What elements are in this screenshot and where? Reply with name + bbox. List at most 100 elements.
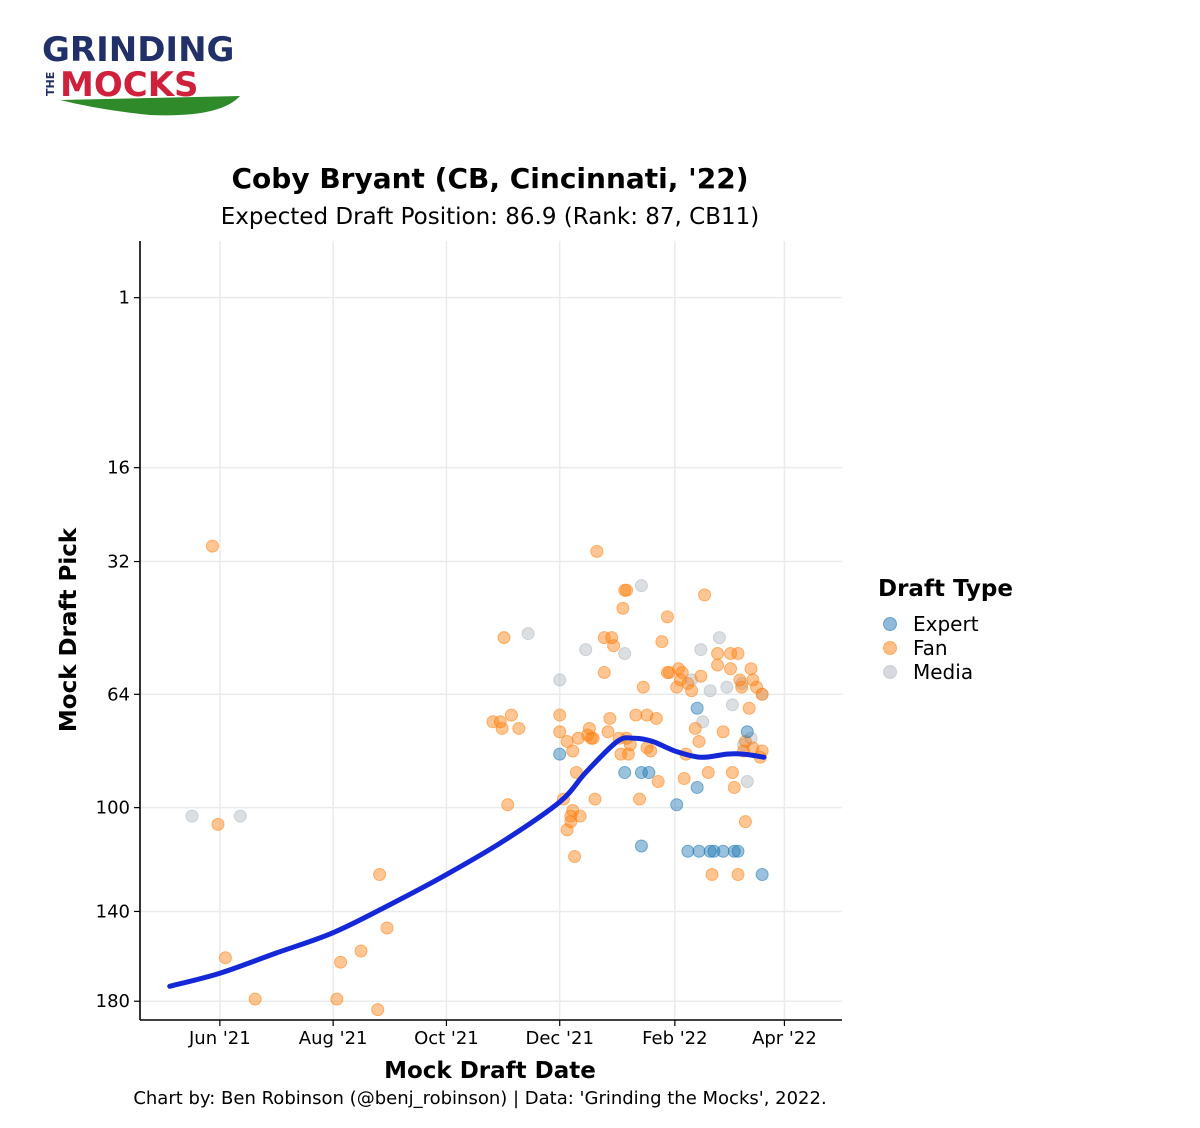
- fan-point: [573, 809, 587, 823]
- y-tick-label: 32: [107, 552, 130, 573]
- expert-point: [740, 725, 754, 739]
- legend-swatch-expert: [883, 617, 897, 631]
- fan-point: [205, 539, 219, 553]
- fan-point: [373, 868, 387, 882]
- media-point: [553, 673, 567, 687]
- fan-point: [755, 687, 769, 701]
- fan-point: [553, 708, 567, 722]
- fan-point: [716, 725, 730, 739]
- grinding-the-mocks-logo: GRINDING THE MOCKS: [42, 30, 240, 116]
- x-tick-label: Jun '21: [188, 1028, 251, 1049]
- fan-point: [705, 868, 719, 882]
- trend-line-path: [167, 735, 767, 989]
- grid-lines: [140, 241, 842, 1020]
- chart-subtitle: Expected Draft Position: 86.9 (Rank: 87,…: [221, 204, 760, 230]
- expert-point: [670, 798, 684, 812]
- fan-point: [566, 744, 580, 758]
- media-point: [740, 775, 754, 789]
- fan-point: [725, 766, 739, 780]
- media-point: [720, 680, 734, 694]
- expert-point: [634, 839, 648, 853]
- fan-point: [701, 766, 715, 780]
- fan-point: [694, 669, 708, 683]
- fan-point: [621, 747, 635, 761]
- fan-point: [330, 992, 344, 1006]
- x-tick-label: Feb '22: [642, 1028, 707, 1049]
- expert-point: [681, 844, 695, 858]
- chart-title: Coby Bryant (CB, Cincinnati, '22): [231, 162, 748, 195]
- media-point: [521, 627, 535, 641]
- fan-point: [735, 680, 749, 694]
- legend-swatch-media: [883, 665, 897, 679]
- fan-point: [603, 711, 617, 725]
- tick-labels: 1 16 32 64 100 140 180 Jun '21 Aug '21 Oct '21 Dec…: [96, 288, 817, 1049]
- fan-point: [590, 544, 604, 558]
- fan-point: [586, 731, 600, 745]
- y-tick-label: 16: [107, 458, 130, 479]
- fan-point: [677, 772, 691, 786]
- fan-point: [651, 775, 665, 789]
- y-tick-label: 100: [96, 798, 130, 819]
- fan-point: [633, 792, 647, 806]
- legend-swatch-fan: [883, 641, 897, 655]
- axes: [134, 241, 842, 1026]
- fan-point: [675, 666, 689, 680]
- media-point: [579, 643, 593, 657]
- media-point: [712, 631, 726, 645]
- fan-point: [655, 635, 669, 649]
- fan-point: [597, 666, 611, 680]
- fan-point: [742, 701, 756, 715]
- expert-point: [731, 844, 745, 858]
- fan-point: [614, 747, 628, 761]
- fan-point: [724, 662, 738, 676]
- legend-label-fan: Fan: [913, 636, 948, 660]
- fan-point: [644, 744, 658, 758]
- chart-caption: Chart by: Ben Robinson (@benj_robinson) …: [133, 1088, 826, 1109]
- fan-point: [746, 673, 760, 687]
- expert-point: [727, 844, 741, 858]
- expert-point: [692, 844, 706, 858]
- fan-point: [711, 658, 725, 672]
- y-axis-title: Mock Draft Pick: [56, 527, 82, 732]
- fan-point: [512, 721, 526, 735]
- media-point: [694, 643, 708, 657]
- fan-point: [685, 684, 699, 698]
- media-point: [185, 809, 199, 823]
- fan-point: [497, 631, 511, 645]
- media-point: [634, 579, 648, 593]
- fan-point: [649, 711, 663, 725]
- fan-point: [553, 725, 567, 739]
- fan-point: [380, 921, 394, 935]
- media-point: [618, 647, 632, 661]
- expert-point: [703, 844, 717, 858]
- fan-point: [681, 677, 695, 691]
- fan-point: [711, 647, 725, 661]
- y-tick-label: 140: [96, 901, 130, 922]
- fan-point: [620, 583, 634, 597]
- trend-line: [167, 735, 767, 989]
- expert-point: [553, 747, 567, 761]
- fan-point: [629, 708, 643, 722]
- fan-point: [248, 992, 262, 1006]
- expert-point: [690, 701, 704, 715]
- scatter-points: [185, 539, 769, 1017]
- x-tick-label: Aug '21: [299, 1028, 368, 1049]
- expert-point: [634, 766, 648, 780]
- expert-point: [618, 766, 632, 780]
- fan-point: [724, 647, 738, 661]
- expert-point: [707, 844, 721, 858]
- fan-point: [486, 715, 500, 729]
- fan-point: [371, 1003, 385, 1017]
- fan-point: [495, 721, 509, 735]
- expert-point: [755, 868, 769, 882]
- logo-line2: MOCKS: [60, 65, 199, 105]
- logo-field-swoosh: [60, 96, 240, 116]
- fan-point: [560, 823, 574, 837]
- fan-point: [636, 680, 650, 694]
- legend-title: Draft Type: [878, 576, 1013, 602]
- fan-point: [698, 588, 712, 602]
- media-point: [703, 684, 717, 698]
